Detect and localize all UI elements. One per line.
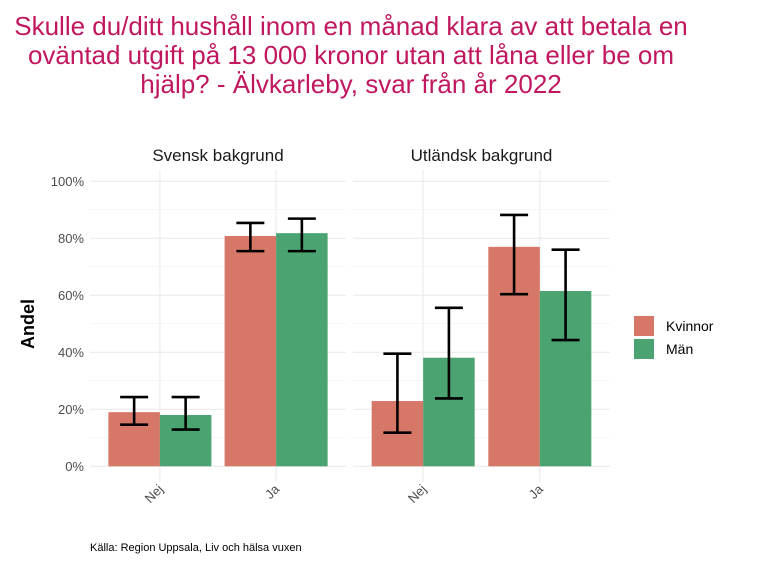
legend-swatch [634,316,654,336]
y-tick-label: 60% [58,288,84,303]
y-tick-label: 40% [58,345,84,360]
x-tick-label: Nej [405,481,429,505]
panel-title: Svensk bakgrund [152,146,283,165]
y-tick-label: 0% [65,459,84,474]
y-tick-label: 100% [51,174,85,189]
x-tick-label: Nej [142,481,166,505]
legend-swatch [634,339,654,359]
bar-kvinnor-ja [224,236,277,467]
panel-title: Utländsk bakgrund [411,146,553,165]
y-tick-label: 20% [58,402,84,417]
y-tick-label: 80% [58,231,84,246]
x-tick-label: Ja [526,481,547,502]
bar-män-ja [276,233,328,467]
y-axis-label: Andel [18,299,38,349]
legend-label: Kvinnor [666,318,714,334]
x-tick-label: Ja [262,481,283,502]
chart-title: Skulle du/ditt hushåll inom en månad kla… [14,11,688,99]
legend-label: Män [666,341,693,357]
caption: Källa: Region Uppsala, Liv och hälsa vux… [90,542,302,554]
